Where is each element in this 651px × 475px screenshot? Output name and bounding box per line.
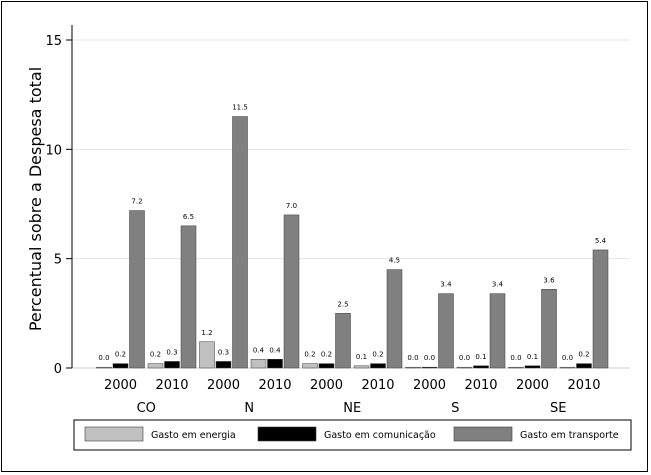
data-label: 7.0 <box>286 202 297 210</box>
data-label: 3.6 <box>543 276 555 284</box>
bar <box>559 366 576 369</box>
bar <box>405 366 421 369</box>
data-label: 0.3 <box>166 348 177 356</box>
bar <box>215 361 232 369</box>
legend: Gasto em energia Gasto em comunicação Gast… <box>73 419 632 451</box>
data-label: 0.2 <box>115 351 126 359</box>
bar <box>232 116 248 369</box>
data-label: 0.0 <box>98 354 109 362</box>
data-label: 0.2 <box>372 351 383 359</box>
data-label: 5.4 <box>595 237 607 245</box>
x-tick-label-year: 2010 <box>567 378 600 393</box>
x-group-label: CO <box>137 401 156 416</box>
data-label: 0.0 <box>562 354 573 362</box>
bar <box>129 210 145 369</box>
data-label: 0.2 <box>150 351 161 359</box>
x-group-label: N <box>244 401 254 416</box>
data-label: 0.1 <box>527 353 538 361</box>
data-label: 0.1 <box>356 353 367 361</box>
bar <box>96 366 112 369</box>
legend-swatch <box>257 426 317 442</box>
y-tick-label: 0 <box>54 362 62 377</box>
data-label: 0.4 <box>269 346 281 354</box>
data-label: 4.5 <box>389 257 400 265</box>
x-group-label: NE <box>343 401 361 416</box>
bar <box>180 225 197 369</box>
bar <box>456 366 473 369</box>
x-group-label: SE <box>550 401 566 416</box>
x-tick-label-year: 2000 <box>516 378 549 393</box>
y-tick-label: 10 <box>45 143 62 158</box>
bar <box>508 366 524 369</box>
bar <box>199 341 215 369</box>
data-label: 0.3 <box>218 348 229 356</box>
bar <box>283 214 300 369</box>
x-tick-label-year: 2000 <box>413 378 446 393</box>
x-tick-label-year: 2010 <box>464 378 497 393</box>
data-label: 1.2 <box>201 329 212 337</box>
bar <box>267 359 283 369</box>
bar <box>421 366 438 369</box>
bar <box>576 363 592 369</box>
x-tick-label-year: 2000 <box>310 378 343 393</box>
x-tick-label-year: 2010 <box>155 378 188 393</box>
data-label: 0.0 <box>459 354 470 362</box>
bar <box>335 313 351 369</box>
x-tick-label-year: 2010 <box>258 378 291 393</box>
legend-label: Gasto em comunicação <box>324 430 436 441</box>
bar <box>164 361 180 369</box>
y-axis-title: Percentual sobre a Despesa total <box>26 67 45 331</box>
bar <box>370 363 386 369</box>
y-tick-label: 15 <box>45 34 62 49</box>
legend-label: Gasto em energia <box>151 430 236 441</box>
x-axis: 2000 2010 2000 2010 2000 2010 2000 2010 2000 2010… <box>104 378 601 416</box>
data-label: 3.4 <box>440 281 452 289</box>
legend-label: Gasto em transporte <box>520 430 619 441</box>
bar <box>524 365 541 369</box>
data-label: 0.4 <box>253 346 265 354</box>
data-label: 0.0 <box>424 354 435 362</box>
x-group-label: S <box>451 401 459 416</box>
bar <box>438 293 454 369</box>
bar <box>489 293 506 369</box>
legend-swatch <box>84 426 144 442</box>
data-label: 0.0 <box>510 354 521 362</box>
data-label: 0.1 <box>475 353 486 361</box>
bar <box>147 363 164 369</box>
data-label: 0.0 <box>407 354 418 362</box>
bar <box>592 249 609 369</box>
data-label: 3.4 <box>492 281 504 289</box>
data-label: 11.5 <box>232 104 248 112</box>
bar <box>318 363 335 369</box>
bar <box>112 363 129 369</box>
bar <box>473 365 489 369</box>
y-tick-label: 5 <box>54 253 62 268</box>
bar <box>302 363 318 369</box>
data-label: 2.5 <box>337 300 348 308</box>
data-label: 0.2 <box>578 351 589 359</box>
data-label: 0.2 <box>304 351 315 359</box>
data-label: 7.2 <box>131 198 142 206</box>
bar <box>353 365 370 369</box>
legend-box <box>73 419 632 451</box>
data-label: 6.5 <box>183 213 194 221</box>
bars <box>96 116 609 369</box>
bar <box>250 359 267 369</box>
data-labels: 0.0 0.2 1.2 0.4 0.2 0.1 0.0 0.0 0.0 0.0 0.2 0.3 0.3 0… <box>98 104 606 363</box>
bar <box>541 289 557 369</box>
x-tick-label-year: 2000 <box>207 378 240 393</box>
legend-swatch <box>453 426 513 442</box>
x-tick-label-year: 2000 <box>104 378 137 393</box>
data-label: 0.2 <box>321 351 332 359</box>
bar <box>386 269 403 369</box>
y-axis: 0 5 10 15 <box>45 25 73 377</box>
x-tick-label-year: 2010 <box>361 378 394 393</box>
